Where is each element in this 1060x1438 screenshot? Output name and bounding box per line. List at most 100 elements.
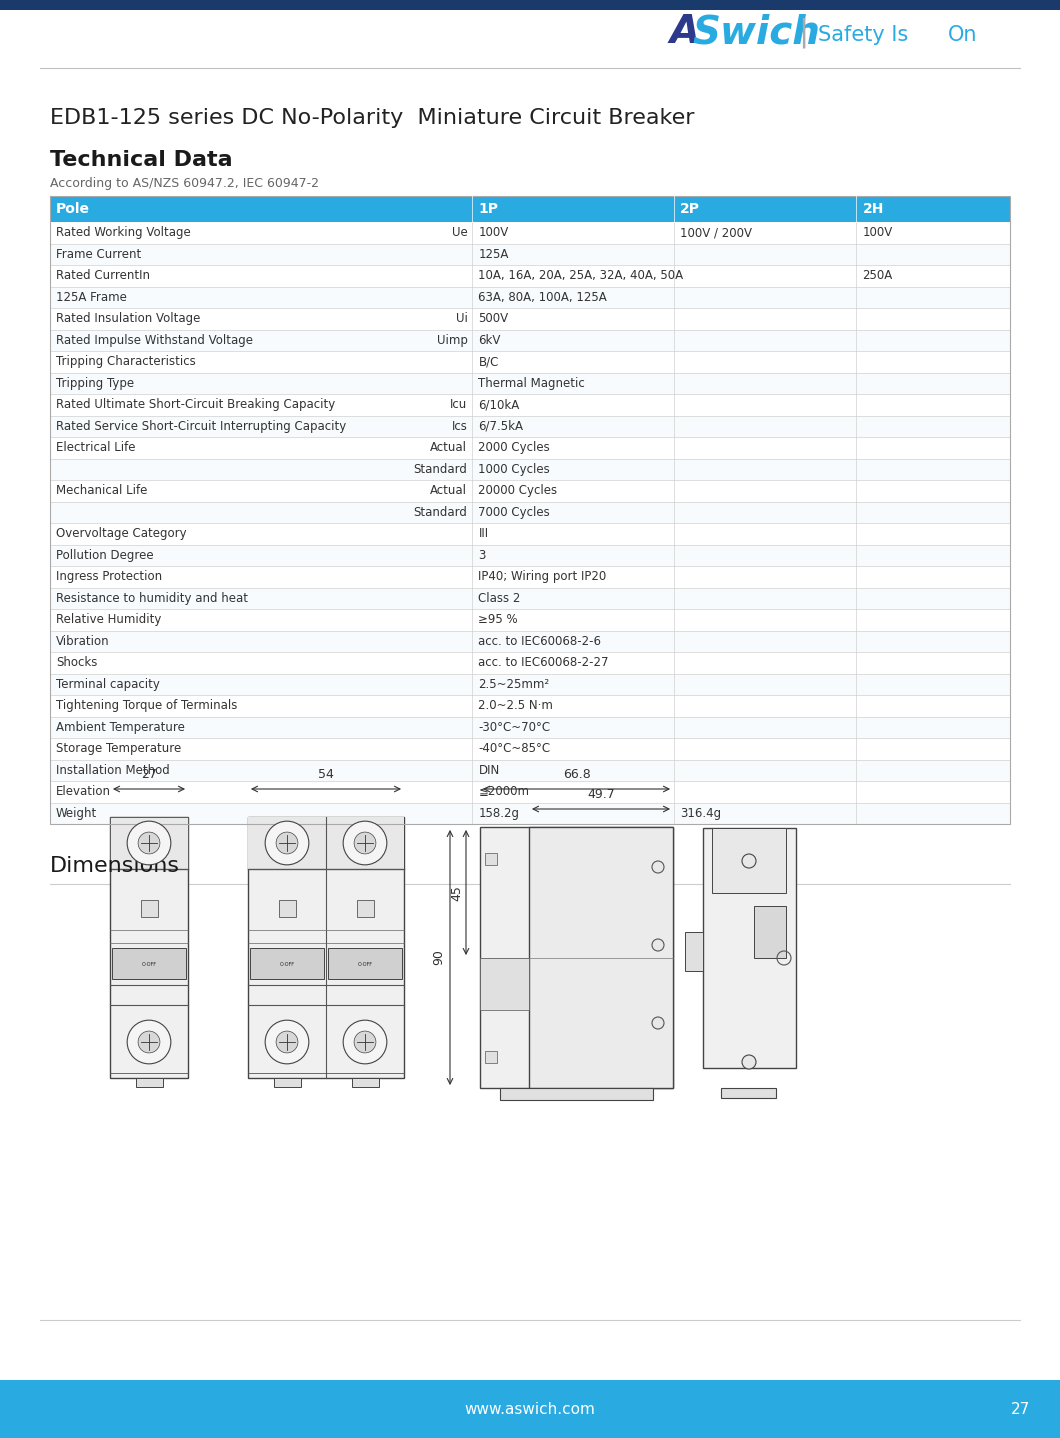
Text: Ingress Protection: Ingress Protection (56, 571, 162, 584)
Text: IP40; Wiring port IP20: IP40; Wiring port IP20 (478, 571, 606, 584)
Circle shape (138, 833, 160, 854)
Text: Class 2: Class 2 (478, 592, 520, 605)
Text: ≥95 %: ≥95 % (478, 613, 518, 627)
Circle shape (127, 1020, 171, 1064)
Bar (50, 651, 1010, 673)
Text: Standard: Standard (413, 506, 467, 519)
Bar (50, 695, 1010, 716)
Text: A: A (670, 13, 700, 50)
Text: According to AS/NZS 60947.2, IEC 60947-2: According to AS/NZS 60947.2, IEC 60947-2 (50, 177, 319, 190)
Text: 1000 Cycles: 1000 Cycles (478, 463, 550, 476)
Text: -40°C~85°C: -40°C~85°C (478, 742, 550, 755)
Text: Resistance to humidity and heat: Resistance to humidity and heat (56, 592, 248, 605)
Bar (50, 567, 1010, 588)
Text: 2.5~25mm²: 2.5~25mm² (478, 677, 549, 690)
Text: 2H: 2H (863, 201, 884, 216)
Text: O-OFF: O-OFF (280, 962, 295, 966)
Bar (136, 1078, 163, 1087)
Text: 6kV: 6kV (478, 334, 500, 347)
Bar (50, 502, 1010, 523)
Circle shape (265, 1020, 308, 1064)
Bar (50, 372, 1010, 394)
Bar (50, 610, 1010, 630)
Text: Pollution Degree: Pollution Degree (56, 549, 154, 562)
Text: 2.0~2.5 N·m: 2.0~2.5 N·m (478, 699, 553, 712)
Text: Actual: Actual (430, 485, 467, 498)
Text: www.aswich.com: www.aswich.com (464, 1402, 596, 1416)
Text: Rated CurrentIn: Rated CurrentIn (56, 269, 151, 282)
Bar (110, 817, 188, 869)
Text: Storage Temperature: Storage Temperature (56, 742, 181, 755)
Text: Terminal capacity: Terminal capacity (56, 677, 160, 690)
Text: 90: 90 (432, 949, 445, 965)
Text: Dimensions: Dimensions (50, 856, 180, 876)
Bar (50, 738, 1010, 759)
Circle shape (742, 854, 756, 869)
Text: B/C: B/C (478, 355, 499, 368)
Text: 7000 Cycles: 7000 Cycles (478, 506, 550, 519)
Circle shape (276, 833, 298, 854)
Bar (50, 243, 1010, 265)
Text: Rated Insulation Voltage: Rated Insulation Voltage (56, 312, 200, 325)
Text: 27: 27 (1010, 1402, 1029, 1416)
Bar (248, 817, 404, 869)
Circle shape (276, 1031, 298, 1053)
Bar (357, 900, 374, 917)
Text: EDB1-125 series DC No-Polarity  Miniature Circuit Breaker: EDB1-125 series DC No-Polarity Miniature… (50, 108, 694, 128)
Text: Overvoltage Category: Overvoltage Category (56, 528, 187, 541)
Circle shape (127, 821, 171, 864)
Circle shape (343, 821, 387, 864)
Text: Thermal Magnetic: Thermal Magnetic (478, 377, 585, 390)
Text: Shocks: Shocks (56, 656, 98, 669)
Text: 316.4g: 316.4g (681, 807, 721, 820)
Text: Mechanical Life: Mechanical Life (56, 485, 147, 498)
Text: 6/7.5kA: 6/7.5kA (478, 420, 524, 433)
Bar (50, 759, 1010, 781)
Bar (50, 265, 1010, 286)
Text: 158.2g: 158.2g (478, 807, 519, 820)
Text: 10A, 16A, 20A, 25A, 32A, 40A, 50A: 10A, 16A, 20A, 25A, 32A, 40A, 50A (478, 269, 684, 282)
Text: O-OFF: O-OFF (357, 962, 372, 966)
Text: 66.8: 66.8 (563, 768, 590, 781)
Bar (50, 630, 1010, 651)
Circle shape (652, 1017, 664, 1030)
Text: Ui: Ui (456, 312, 467, 325)
Text: 250A: 250A (863, 269, 893, 282)
Bar (328, 948, 402, 979)
Bar (50, 545, 1010, 567)
Bar (50, 351, 1010, 372)
Bar (273, 1078, 301, 1087)
Bar (50, 781, 1010, 802)
Bar (485, 1051, 497, 1063)
Text: Installation Method: Installation Method (56, 764, 170, 777)
Bar (50, 588, 1010, 610)
Text: 6/10kA: 6/10kA (478, 398, 519, 411)
Circle shape (652, 861, 664, 873)
Bar (0, 0, 1060, 10)
Text: Ue: Ue (452, 226, 467, 239)
Bar (754, 906, 787, 958)
Text: 45: 45 (450, 884, 463, 902)
Text: Rated Impulse Withstand Voltage: Rated Impulse Withstand Voltage (56, 334, 253, 347)
Text: ≦2000m: ≦2000m (478, 785, 529, 798)
Text: Relative Humidity: Relative Humidity (56, 613, 161, 627)
Bar (50, 308, 1010, 329)
Text: 54: 54 (318, 768, 334, 781)
Text: Icu: Icu (450, 398, 467, 411)
Bar (50, 673, 1010, 695)
Bar (480, 827, 673, 1089)
Bar (50, 459, 1010, 480)
Bar (50, 416, 1010, 437)
Text: 49.7: 49.7 (587, 788, 615, 801)
Circle shape (354, 1031, 376, 1053)
Bar (352, 1078, 379, 1087)
Text: Weight: Weight (56, 807, 98, 820)
Bar (50, 523, 1010, 545)
Text: -30°C~70°C: -30°C~70°C (478, 720, 550, 733)
Bar (50, 196, 1010, 221)
Bar (50, 716, 1010, 738)
Text: Swich: Swich (692, 13, 819, 50)
Text: Rated Ultimate Short-Circuit Breaking Capacity: Rated Ultimate Short-Circuit Breaking Ca… (56, 398, 335, 411)
Bar (50, 196, 1010, 824)
Text: Vibration: Vibration (56, 634, 109, 647)
